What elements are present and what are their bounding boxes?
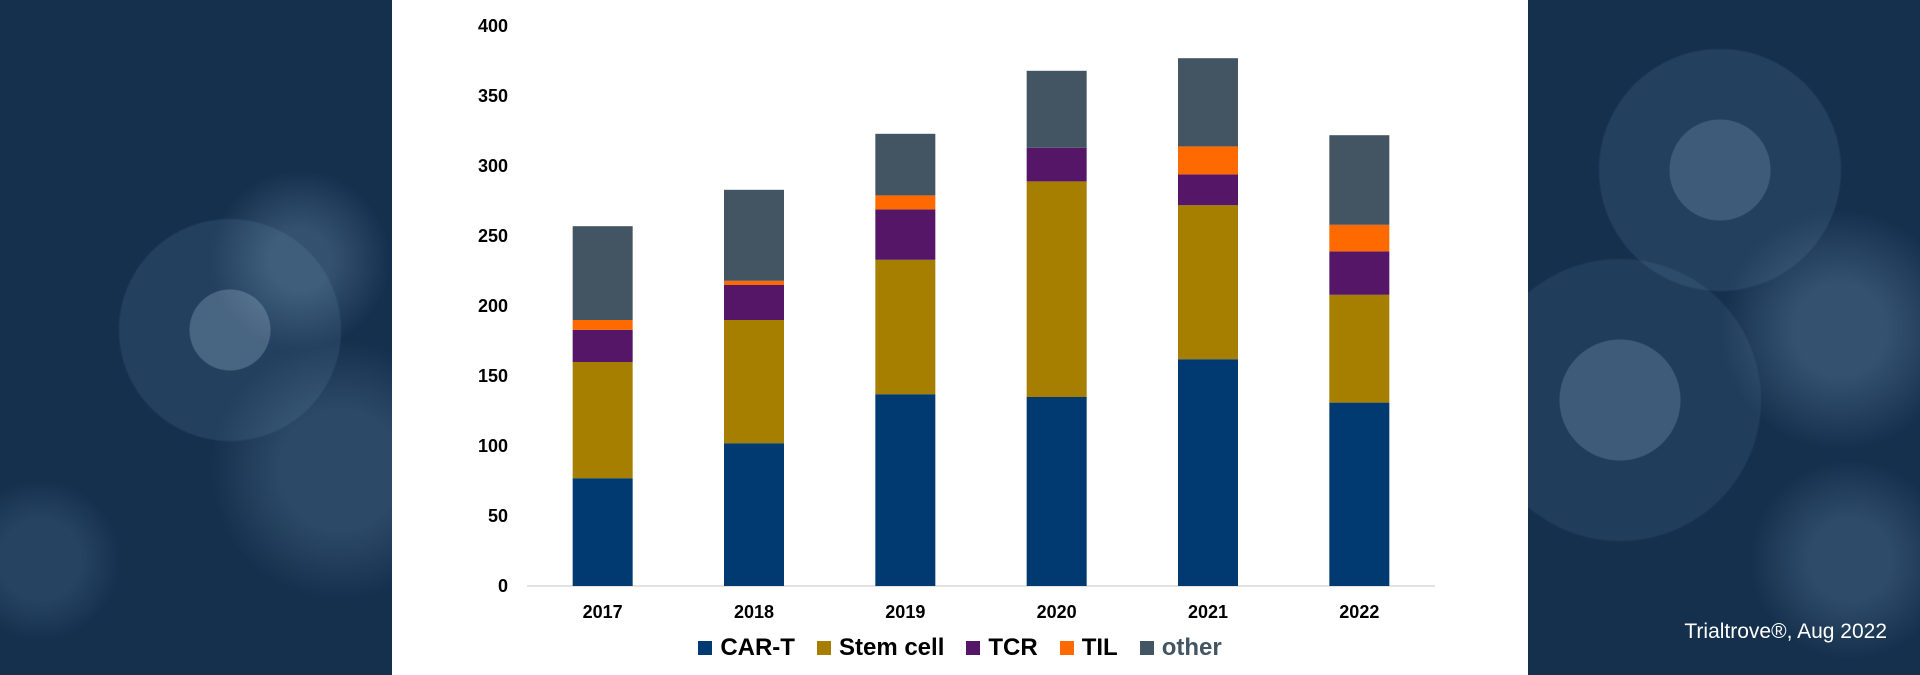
bar-car-t-2021: [1178, 359, 1238, 586]
bar-stem-cell-2019: [875, 259, 936, 395]
legend-item: TIL: [1059, 634, 1118, 662]
bar-car-t-2018: [724, 443, 784, 586]
bar-stem-cell-2020: [1026, 181, 1087, 397]
y-tick-label: 0: [498, 576, 508, 596]
bar-stem-cell-2017: [572, 362, 633, 479]
bar-stem-cell-2021: [1178, 205, 1238, 360]
y-tick-label: 400: [478, 16, 508, 36]
legend-swatch: [698, 641, 713, 655]
x-tick-label: 2017: [583, 602, 623, 622]
bar-other-2017: [572, 226, 633, 320]
bar-stem-cell-2018: [724, 320, 784, 444]
bar-other-2018: [724, 189, 784, 281]
x-tick-label: 2022: [1339, 602, 1379, 622]
bar-til-2019: [875, 195, 936, 210]
bar-other-2019: [875, 133, 936, 196]
legend: CAR-T Stem cell TCR TIL other: [392, 634, 1528, 662]
bar-stem-cell-2022: [1329, 294, 1390, 403]
x-tick-label: 2018: [734, 602, 774, 622]
legend-swatch: [1059, 641, 1074, 655]
y-tick-label: 150: [478, 366, 508, 386]
legend-item: TCR: [966, 634, 1038, 662]
bar-tcr-2018: [724, 285, 784, 320]
bar-tcr-2021: [1178, 174, 1238, 206]
legend-label: TIL: [1081, 634, 1118, 661]
bar-other-2022: [1329, 135, 1390, 225]
bar-other-2020: [1026, 70, 1087, 148]
y-tick-label: 50: [488, 506, 508, 526]
y-tick-label: 250: [478, 226, 508, 246]
bar-til-2017: [572, 320, 633, 330]
legend-swatch: [816, 641, 831, 655]
legend-label: TCR: [988, 634, 1038, 661]
x-tick-label: 2021: [1188, 602, 1228, 622]
y-tick-label: 100: [478, 436, 508, 456]
bar-other-2021: [1178, 58, 1238, 147]
legend-item: Stem cell: [816, 634, 945, 662]
bar-til-2018: [724, 280, 784, 285]
bar-car-t-2017: [572, 478, 633, 586]
bar-til-2022: [1329, 224, 1390, 252]
legend-label: CAR-T: [720, 634, 795, 661]
bar-car-t-2020: [1026, 397, 1087, 586]
legend-label: other: [1161, 634, 1222, 661]
bar-til-2021: [1178, 146, 1238, 175]
bar-car-t-2019: [875, 394, 936, 586]
legend-swatch: [966, 641, 981, 655]
legend-swatch: [1139, 641, 1154, 655]
y-tick-label: 350: [478, 86, 508, 106]
source-note: Trialtrove®, Aug 2022: [1684, 620, 1887, 643]
y-tick-label: 200: [478, 296, 508, 316]
x-tick-label: 2020: [1037, 602, 1077, 622]
bar-car-t-2022: [1329, 402, 1390, 586]
legend-item: other: [1139, 634, 1222, 662]
y-tick-label: 300: [478, 156, 508, 176]
x-tick-label: 2019: [885, 602, 925, 622]
bar-tcr-2020: [1026, 147, 1087, 182]
legend-label: Stem cell: [838, 634, 945, 661]
bar-tcr-2022: [1329, 251, 1390, 295]
bar-tcr-2017: [572, 329, 633, 362]
bar-tcr-2019: [875, 209, 936, 260]
legend-item: CAR-T: [698, 634, 795, 662]
